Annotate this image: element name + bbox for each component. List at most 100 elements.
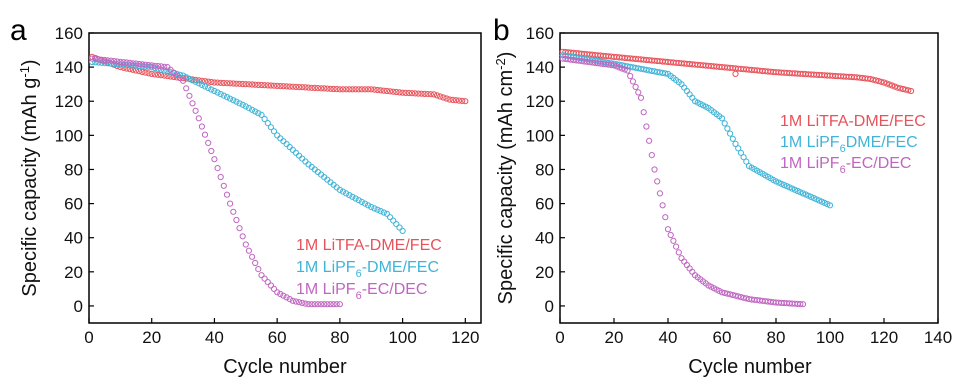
data-point-series-2 — [352, 195, 359, 202]
data-point-series-1 — [208, 78, 215, 86]
data-point-series-3 — [217, 173, 224, 181]
legend-b-series-3-rest: -EC/DEC — [846, 155, 912, 172]
data-point-series-2 — [236, 100, 243, 107]
data-point-series-3 — [729, 291, 736, 299]
data-point-series-1 — [424, 91, 431, 98]
data-point-series-3 — [289, 297, 296, 304]
data-point-series-2 — [258, 111, 265, 119]
data-point-series-3 — [255, 266, 262, 273]
data-point-series-1 — [286, 83, 293, 90]
data-point-series-1 — [292, 83, 300, 91]
y-tick-label: 20 — [535, 263, 554, 282]
data-point-series-2 — [339, 188, 347, 195]
data-point-series-2 — [377, 208, 384, 215]
data-point-series-2 — [383, 210, 390, 217]
data-point-series-1 — [346, 86, 353, 93]
data-point-series-1 — [261, 82, 268, 89]
data-point-series-3 — [161, 63, 168, 70]
data-point-series-2 — [208, 86, 215, 93]
data-point-series-3 — [283, 294, 290, 301]
data-point-series-1 — [129, 66, 136, 73]
data-point-series-2 — [252, 108, 259, 115]
data-point-series-2 — [267, 124, 274, 131]
legend-b-series-2-sub: 6 — [840, 143, 846, 155]
data-point-series-3 — [732, 292, 739, 299]
data-point-series-3 — [667, 231, 674, 239]
x-tick-label: 40 — [205, 328, 224, 347]
data-point-series-2 — [361, 200, 369, 207]
data-point-series-3 — [136, 60, 143, 68]
data-point-series-1 — [421, 90, 428, 98]
data-point-series-1 — [227, 80, 234, 87]
data-point-series-3 — [198, 123, 205, 130]
data-point-series-1 — [318, 85, 325, 92]
data-point-series-1 — [324, 85, 331, 92]
legend-a-series-3-main: 1M LiPF — [296, 281, 356, 298]
data-point-series-1 — [277, 83, 284, 90]
data-point-series-2 — [727, 130, 734, 137]
data-point-series-3 — [114, 58, 121, 65]
data-point-series-3 — [675, 249, 682, 256]
y-axis-label-a-main: Specific capacity (mAh g — [19, 78, 41, 297]
data-point-series-1 — [459, 97, 466, 105]
data-point-series-1 — [333, 86, 340, 93]
data-point-series-1 — [891, 83, 898, 90]
data-point-series-3 — [98, 56, 105, 63]
data-point-series-2 — [186, 75, 193, 82]
data-point-series-3 — [336, 301, 343, 308]
legend-a-series-1-main: 1M LiTFA-DME/FEC — [296, 237, 442, 254]
data-point-series-1 — [339, 86, 347, 93]
data-point-series-3 — [686, 265, 693, 272]
data-point-series-1 — [732, 70, 739, 78]
panel-letter-a: a — [10, 14, 27, 47]
legend-b-series-3-sub: 6 — [840, 164, 846, 176]
x-tick-label: 120 — [451, 328, 479, 347]
y-tick-label: 160 — [526, 24, 554, 43]
data-point-series-1 — [907, 87, 915, 95]
data-point-series-1 — [430, 91, 438, 98]
data-point-series-1 — [236, 80, 243, 87]
data-point-series-2 — [239, 101, 246, 108]
data-point-series-2 — [371, 205, 378, 212]
data-point-series-2 — [214, 89, 221, 96]
data-point-series-1 — [418, 90, 425, 97]
data-point-series-1 — [894, 84, 901, 91]
data-point-series-3 — [670, 237, 677, 244]
data-point-series-3 — [107, 57, 115, 64]
data-point-series-2 — [189, 77, 196, 84]
data-point-series-2 — [355, 197, 362, 204]
data-point-series-2 — [201, 83, 209, 90]
data-point-series-3 — [183, 85, 190, 92]
data-point-series-3 — [123, 59, 130, 66]
data-point-series-1 — [296, 84, 303, 91]
data-point-series-3 — [252, 259, 259, 267]
data-point-series-1 — [205, 78, 212, 85]
data-point-series-1 — [252, 81, 259, 88]
data-point-series-1 — [214, 79, 221, 86]
y-tick-label: 120 — [55, 92, 83, 111]
data-point-series-3 — [735, 293, 742, 300]
data-point-series-1 — [880, 79, 888, 86]
data-point-series-2 — [683, 87, 691, 95]
data-point-series-1 — [390, 88, 397, 95]
x-tick-label: 20 — [605, 328, 624, 347]
data-point-series-3 — [111, 58, 118, 65]
data-point-series-3 — [656, 190, 664, 197]
data-point-series-1 — [154, 71, 162, 78]
data-point-series-3 — [129, 60, 136, 67]
data-point-series-3 — [154, 63, 162, 70]
x-tick-label: 80 — [330, 328, 349, 347]
data-point-series-3 — [92, 55, 99, 63]
data-point-series-1 — [274, 82, 281, 90]
data-point-series-3 — [327, 301, 334, 308]
data-point-series-1 — [402, 89, 409, 97]
data-point-series-1 — [330, 85, 337, 93]
legend-a-series-3: 1M LiPF6-EC/DEC — [296, 281, 427, 302]
legend-b-series-3: 1M LiPF6-EC/DEC — [780, 155, 911, 176]
legend-a-series-3-sub: 6 — [356, 290, 362, 302]
data-point-series-1 — [270, 82, 278, 89]
data-point-series-3 — [619, 65, 626, 72]
y-tick-label: 140 — [526, 58, 554, 77]
data-point-series-3 — [151, 62, 158, 69]
data-point-series-3 — [321, 301, 328, 308]
